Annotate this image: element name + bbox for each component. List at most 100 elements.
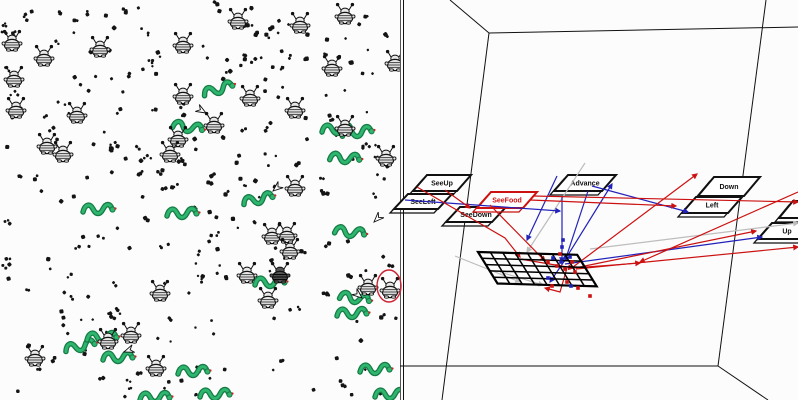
food-dot (59, 309, 64, 314)
food-dot (16, 93, 20, 97)
food-dot (163, 186, 168, 191)
bug-creature[interactable] (236, 261, 258, 284)
snake-creature[interactable] (197, 386, 234, 400)
food-dot (154, 71, 159, 76)
node-label-down: Down (719, 184, 738, 191)
food-dot (215, 271, 219, 275)
snake-creature[interactable] (201, 79, 238, 99)
bug-creature[interactable] (167, 125, 189, 148)
food-dot (288, 307, 292, 312)
bug-creature[interactable] (33, 44, 55, 67)
bug-creature[interactable] (289, 11, 311, 34)
food-dot (279, 49, 284, 54)
snake-creature[interactable] (326, 150, 364, 166)
snake-creature[interactable] (241, 190, 278, 208)
bug-creature[interactable] (1, 29, 23, 52)
bug-creature[interactable] (159, 140, 181, 163)
snake-creature[interactable] (137, 389, 174, 400)
food-dot (4, 256, 9, 261)
bug-creature[interactable] (203, 111, 225, 134)
food-dot (345, 239, 351, 244)
food-dot (103, 13, 108, 18)
food-dot (364, 142, 368, 146)
bug-creature[interactable] (97, 327, 119, 350)
snake-creature[interactable] (80, 201, 117, 217)
food-dot (71, 297, 75, 301)
bug-creature[interactable] (36, 132, 58, 155)
snake-creature[interactable] (331, 224, 369, 240)
food-dot (151, 109, 154, 112)
bug-creature[interactable] (284, 174, 306, 197)
node-right-edge[interactable] (773, 200, 798, 223)
food-dot (82, 351, 87, 357)
food-dot (6, 219, 10, 222)
food-dot (207, 209, 212, 215)
food-dot (87, 244, 91, 249)
food-dot (194, 262, 198, 265)
food-dot (346, 273, 351, 278)
bug-creature[interactable] (357, 273, 379, 296)
node-see-food[interactable]: SeeFood (471, 191, 540, 213)
snake-creature[interactable] (357, 361, 394, 377)
bug-creature[interactable] (89, 35, 111, 58)
food-dot (109, 77, 114, 81)
bug-creature[interactable] (384, 49, 406, 72)
gray-link (526, 162, 586, 254)
bug-creature[interactable] (321, 54, 343, 77)
bug-creature[interactable] (172, 82, 194, 105)
bug-creature[interactable] (149, 279, 171, 302)
food-dot (249, 6, 254, 11)
bug-creature[interactable] (375, 144, 397, 167)
food-dot (194, 326, 197, 329)
bug-creature[interactable] (227, 7, 249, 30)
bug-creature[interactable] (66, 101, 88, 124)
bug-creature[interactable] (120, 321, 142, 344)
food-dot (147, 59, 151, 63)
food-dot (263, 77, 268, 82)
food-dot (373, 155, 377, 159)
bug-creature[interactable] (379, 276, 401, 299)
food-dot (62, 290, 67, 295)
node-up[interactable]: Up (752, 222, 798, 244)
food-dot (61, 315, 66, 320)
food-dot (58, 11, 63, 16)
snake-creature[interactable] (169, 118, 207, 135)
bug-creature[interactable] (239, 84, 261, 107)
food-dot (324, 93, 328, 97)
snake-creature[interactable] (175, 363, 212, 379)
food-dot (323, 244, 328, 249)
food-dot (208, 376, 212, 380)
food-dot (245, 23, 250, 28)
food-dot (176, 159, 182, 164)
snake-creature[interactable] (164, 205, 201, 221)
food-dot (348, 60, 353, 65)
food-dot (127, 245, 132, 251)
bug-creature[interactable] (279, 237, 301, 260)
bug-creature[interactable] (5, 96, 27, 119)
world-view-panel[interactable] (0, 0, 409, 400)
food-dot (215, 234, 219, 237)
bug-creature[interactable] (3, 65, 25, 88)
bug-creature[interactable] (172, 31, 194, 54)
food-dot (224, 70, 228, 74)
food-dot (387, 263, 392, 268)
food-dot (182, 162, 187, 167)
node-label-left: Left (706, 203, 720, 210)
bug-creature[interactable] (257, 286, 279, 309)
snake-creature[interactable] (334, 305, 371, 321)
bug-creature[interactable] (269, 261, 291, 284)
bug-creature[interactable] (261, 222, 283, 245)
bug-creature[interactable] (334, 114, 356, 137)
food-dot (137, 147, 141, 151)
bug-creature[interactable] (334, 2, 356, 25)
node-label-see-up: SeeUp (431, 181, 453, 188)
bug-creature[interactable] (145, 354, 167, 377)
bug-creature[interactable] (284, 96, 306, 119)
bug-creature[interactable] (52, 140, 74, 163)
food-dot (250, 24, 254, 27)
bug-creature[interactable] (24, 344, 46, 367)
food-dot (125, 378, 129, 382)
